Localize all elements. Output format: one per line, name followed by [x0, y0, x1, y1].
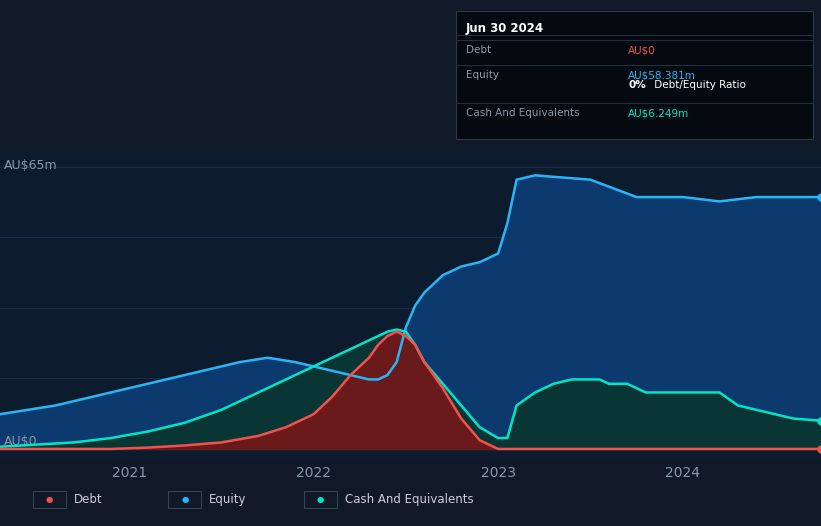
Text: Cash And Equivalents: Cash And Equivalents [345, 493, 474, 505]
Text: Equity: Equity [209, 493, 247, 505]
Text: ●: ● [317, 494, 323, 504]
Text: 0%: 0% [628, 80, 646, 90]
Text: AU$6.249m: AU$6.249m [628, 108, 690, 118]
Text: ●: ● [46, 494, 53, 504]
Text: AU$0: AU$0 [628, 45, 656, 55]
Text: AU$0: AU$0 [4, 436, 38, 449]
Text: Equity: Equity [466, 70, 498, 80]
Text: Cash And Equivalents: Cash And Equivalents [466, 108, 579, 118]
Text: ●: ● [181, 494, 188, 504]
Text: Debt: Debt [74, 493, 103, 505]
Text: Debt/Equity Ratio: Debt/Equity Ratio [651, 80, 746, 90]
Text: Debt: Debt [466, 45, 491, 55]
Text: Jun 30 2024: Jun 30 2024 [466, 22, 544, 35]
Text: AU$58.381m: AU$58.381m [628, 70, 696, 80]
Text: AU$65m: AU$65m [4, 159, 57, 171]
